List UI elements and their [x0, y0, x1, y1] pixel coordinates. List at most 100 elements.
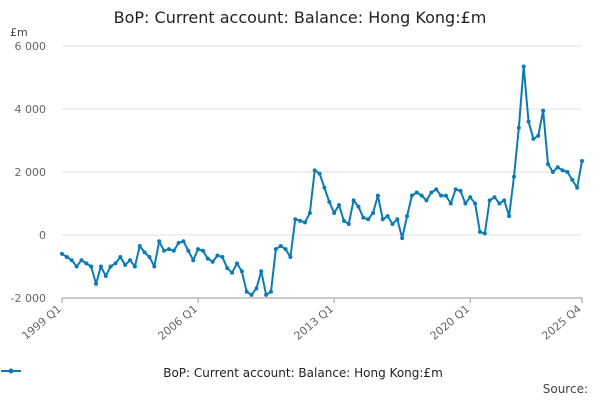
- data-point: [113, 261, 118, 266]
- data-point: [196, 247, 201, 252]
- legend-label: BoP: Current account: Balance: Hong Kong…: [163, 366, 443, 380]
- x-tick-label: 1999 Q1: [19, 302, 63, 342]
- data-point: [244, 289, 249, 294]
- data-point: [94, 281, 99, 286]
- data-point: [327, 199, 332, 204]
- data-point: [346, 221, 351, 226]
- data-point: [439, 193, 444, 198]
- x-tick-label: 2013 Q1: [292, 302, 336, 342]
- data-point: [230, 270, 235, 275]
- data-point: [405, 214, 410, 219]
- data-point: [434, 187, 439, 192]
- data-point: [200, 248, 205, 253]
- data-point: [492, 195, 497, 200]
- data-point: [157, 239, 162, 244]
- data-point: [64, 255, 69, 260]
- data-point: [482, 231, 487, 236]
- data-point: [473, 201, 478, 206]
- legend: BoP: Current account: Balance: Hong Kong…: [0, 366, 600, 380]
- data-point: [293, 217, 298, 222]
- data-point: [497, 201, 502, 206]
- data-point: [545, 162, 550, 167]
- data-point: [487, 198, 492, 203]
- data-point: [288, 255, 293, 260]
- data-point: [98, 264, 103, 269]
- data-point: [210, 259, 215, 264]
- data-point: [186, 248, 191, 253]
- data-point: [152, 264, 157, 269]
- data-point: [429, 190, 434, 195]
- data-point: [298, 218, 303, 223]
- data-point: [137, 244, 142, 249]
- data-point: [176, 240, 181, 245]
- data-point: [414, 190, 419, 195]
- data-point: [259, 269, 264, 274]
- data-point: [147, 255, 152, 260]
- data-point: [322, 185, 327, 190]
- data-point: [84, 261, 89, 266]
- data-point: [205, 256, 210, 261]
- data-point: [502, 198, 507, 203]
- data-point: [60, 251, 64, 256]
- y-tick-label: -2 000: [11, 292, 46, 305]
- data-point: [511, 174, 516, 179]
- data-point: [307, 210, 312, 215]
- data-point: [580, 158, 584, 163]
- data-point: [380, 217, 385, 222]
- data-point: [371, 210, 376, 215]
- data-point: [477, 229, 482, 234]
- data-point: [108, 264, 113, 269]
- data-point: [453, 187, 458, 192]
- data-point: [171, 248, 176, 253]
- data-point: [220, 255, 225, 260]
- y-axis-unit-label: £m: [10, 26, 28, 39]
- data-point: [341, 218, 346, 223]
- x-tick-label: 2020 Q1: [428, 302, 472, 342]
- y-tick-label: 6 000: [15, 40, 47, 53]
- data-point: [132, 264, 137, 269]
- y-tick-label: 2 000: [15, 166, 47, 179]
- y-tick-label: 4 000: [15, 103, 47, 116]
- data-point: [385, 214, 390, 219]
- data-point: [118, 255, 123, 260]
- data-point: [507, 214, 512, 219]
- data-point: [531, 136, 536, 141]
- data-point: [541, 108, 546, 113]
- chart-title: BoP: Current account: Balance: Hong Kong…: [113, 8, 487, 27]
- data-point: [366, 217, 371, 222]
- data-point: [443, 193, 448, 198]
- data-point: [69, 258, 74, 263]
- data-point: [463, 201, 468, 206]
- series-line: [61, 65, 583, 296]
- data-point: [89, 264, 94, 269]
- data-point: [191, 258, 196, 263]
- x-tick-label: 2025 Q4: [539, 302, 583, 342]
- data-point: [516, 125, 521, 130]
- data-point: [395, 217, 400, 222]
- data-point: [249, 292, 254, 297]
- data-point: [215, 253, 220, 258]
- data-point: [123, 262, 128, 267]
- data-point: [166, 247, 171, 252]
- data-point: [273, 247, 278, 252]
- source-label: Source:: [542, 382, 588, 396]
- data-point: [103, 273, 108, 278]
- data-point: [565, 170, 570, 174]
- data-point: [375, 193, 380, 198]
- data-point: [390, 221, 395, 226]
- data-point: [448, 201, 453, 206]
- data-point: [570, 177, 575, 182]
- y-tick-label: 0: [39, 229, 46, 242]
- data-point: [526, 119, 531, 124]
- data-point: [521, 64, 526, 69]
- data-point: [575, 185, 580, 190]
- data-point: [555, 165, 560, 170]
- data-point: [181, 239, 186, 244]
- data-point: [560, 168, 565, 173]
- data-point: [142, 250, 147, 255]
- data-point: [351, 198, 356, 203]
- data-point: [468, 195, 473, 200]
- data-point: [356, 204, 361, 209]
